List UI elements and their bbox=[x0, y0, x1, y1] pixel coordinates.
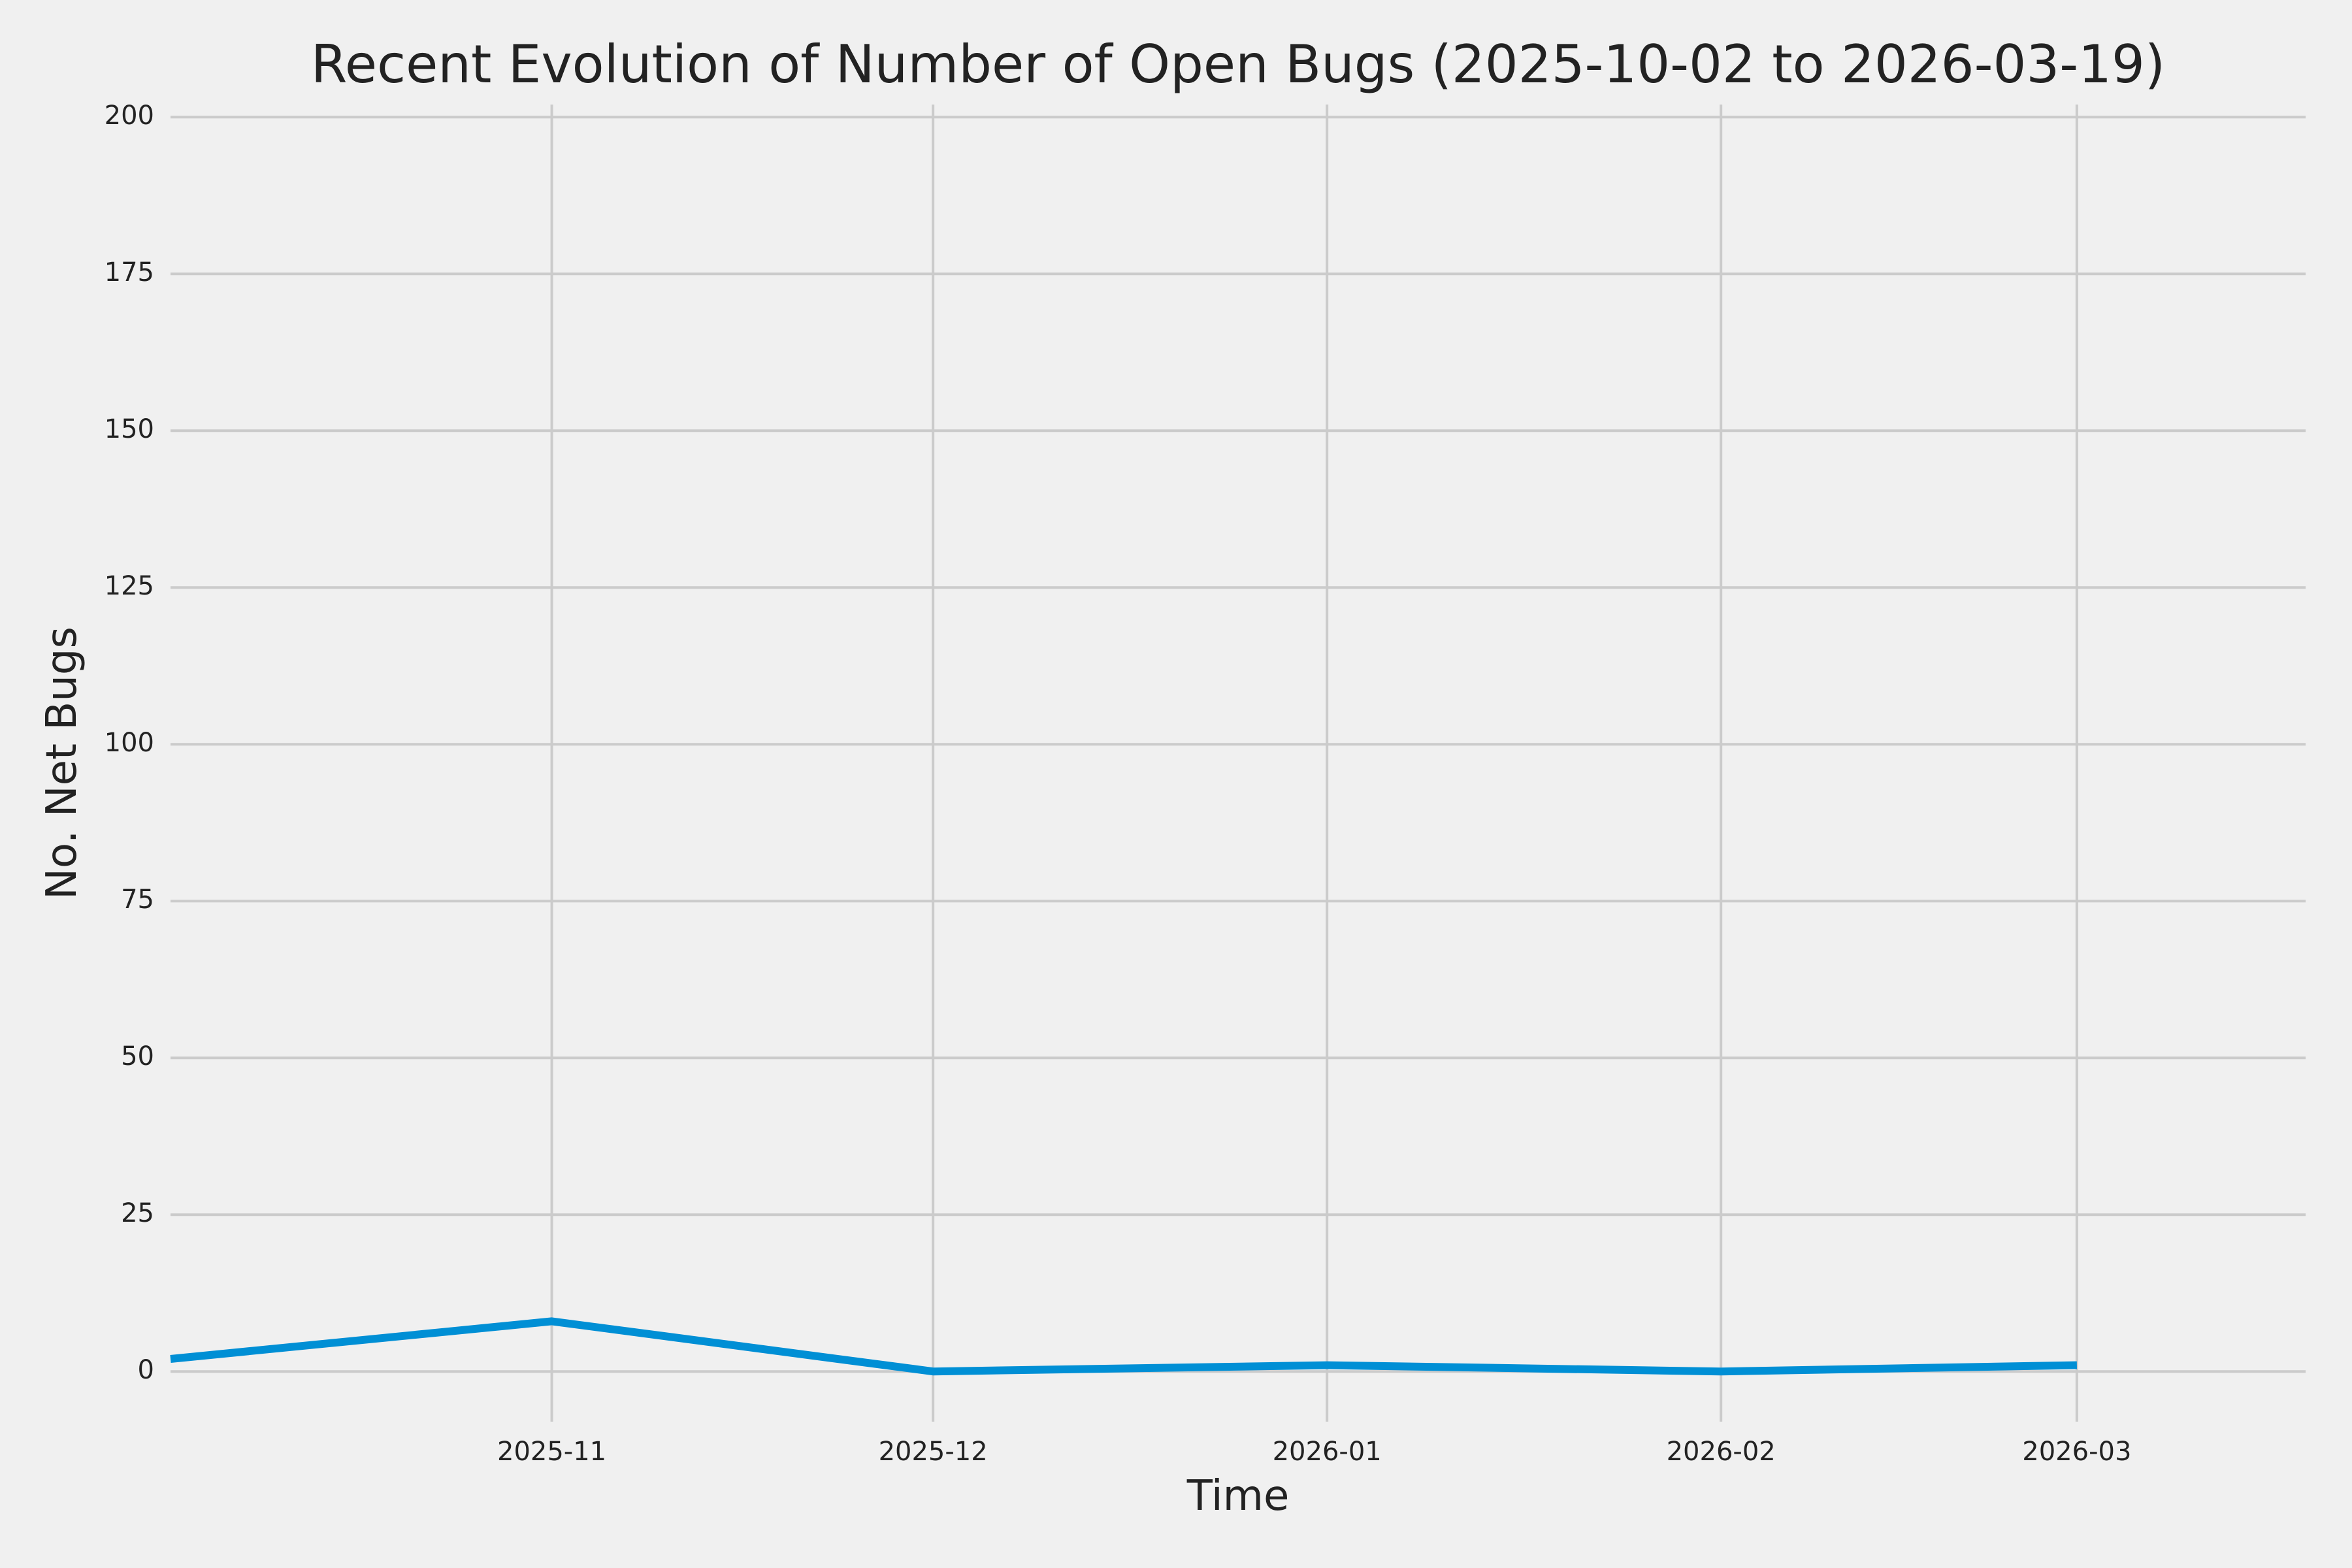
x-tick-labels: 2025-11 2025-12 2026-01 2026-02 2026-03 bbox=[497, 1437, 2131, 1467]
chart-title: Recent Evolution of Number of Open Bugs … bbox=[311, 34, 2165, 95]
x-tick-label: 2025-11 bbox=[497, 1437, 606, 1467]
y-tick-label: 200 bbox=[105, 101, 154, 131]
y-tick-label: 100 bbox=[105, 728, 154, 758]
y-tick-label: 150 bbox=[105, 414, 154, 444]
y-tick-label: 0 bbox=[138, 1355, 154, 1385]
x-tick-label: 2026-01 bbox=[1273, 1437, 1382, 1467]
x-tick-label: 2025-12 bbox=[879, 1437, 988, 1467]
y-axis-label: No. Net Bugs bbox=[38, 627, 86, 900]
y-tick-label: 50 bbox=[121, 1041, 154, 1071]
y-tick-label: 175 bbox=[105, 257, 154, 287]
x-tick-label: 2026-02 bbox=[1667, 1437, 1776, 1467]
y-tick-label: 125 bbox=[105, 571, 154, 601]
x-axis-label: Time bbox=[1186, 1472, 1290, 1520]
gridlines bbox=[171, 105, 2306, 1422]
series-line bbox=[170, 1317, 2078, 1376]
y-tick-label: 25 bbox=[121, 1198, 154, 1228]
y-tick-label: 75 bbox=[121, 885, 154, 915]
x-tick-label: 2026-03 bbox=[2022, 1437, 2131, 1467]
series-layer bbox=[170, 1317, 2078, 1376]
y-tick-labels: 0 25 50 75 100 125 150 175 200 bbox=[105, 101, 154, 1385]
